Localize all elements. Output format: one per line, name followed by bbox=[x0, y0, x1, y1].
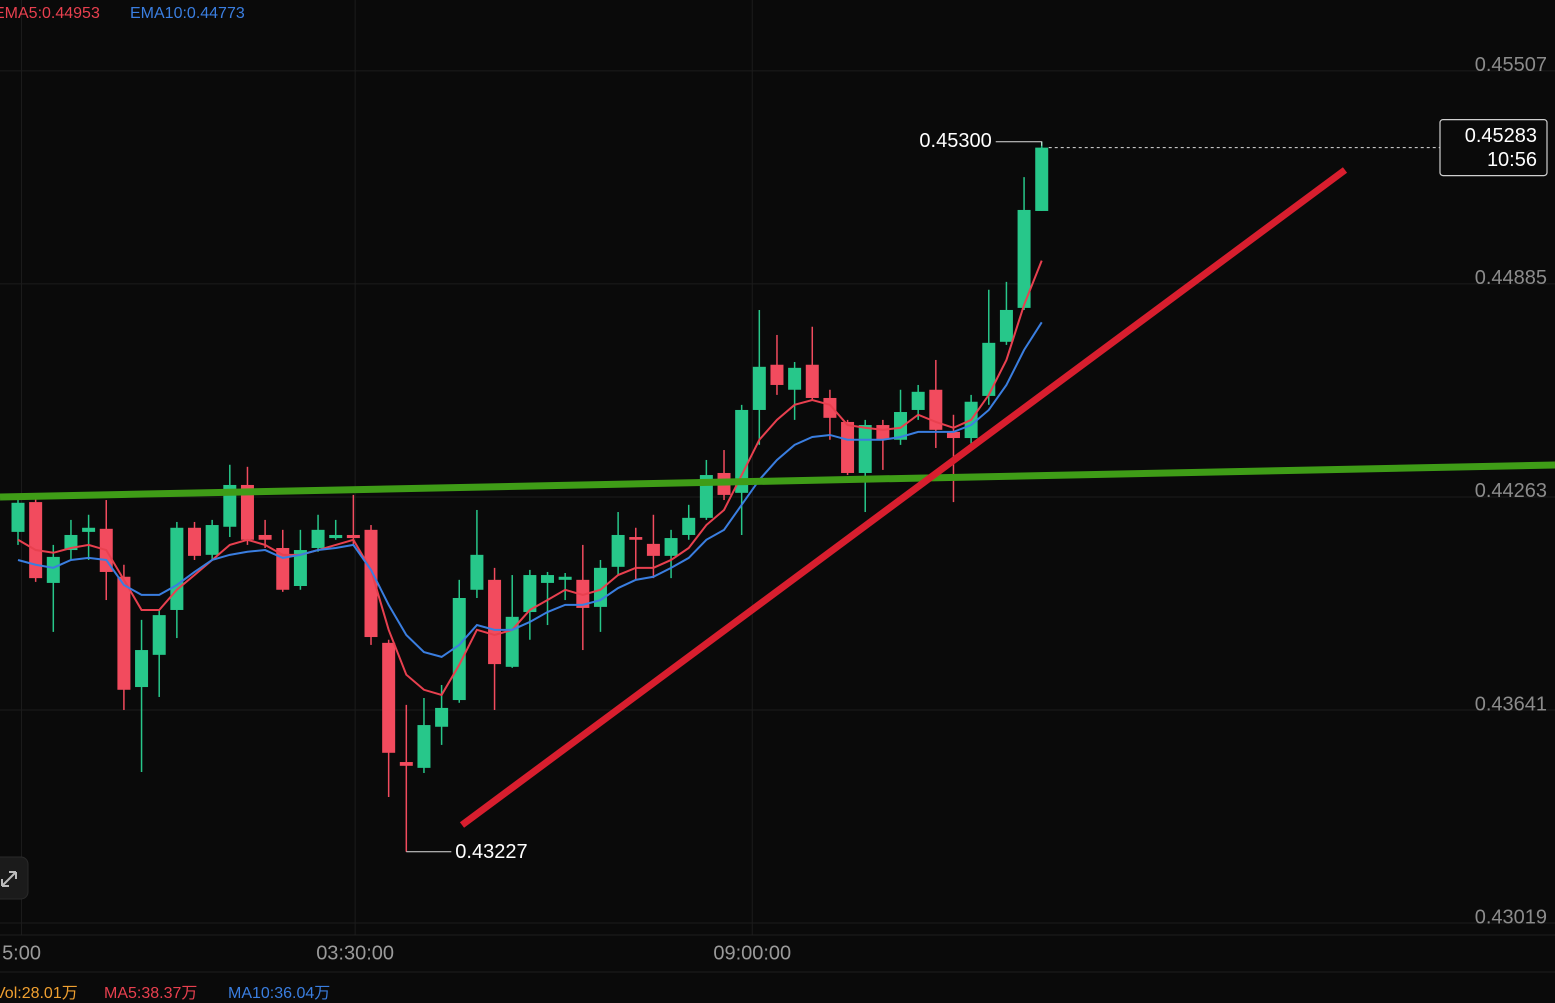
ema-lines bbox=[17, 260, 1043, 697]
candle-body bbox=[417, 725, 431, 768]
candle-body bbox=[664, 538, 678, 556]
low-label: 0.43227 bbox=[455, 841, 527, 863]
candle-body bbox=[876, 425, 890, 440]
candle-body bbox=[470, 554, 484, 590]
y-tick-label: 0.43019 bbox=[1475, 906, 1547, 928]
candle-body bbox=[11, 502, 25, 532]
candle-body bbox=[558, 576, 572, 580]
candle-body bbox=[382, 642, 396, 753]
y-tick-label: 0.44263 bbox=[1475, 480, 1547, 502]
y-tick-label: 0.43641 bbox=[1475, 693, 1547, 715]
candle-body bbox=[982, 342, 996, 396]
countdown-label: 10:56 bbox=[1487, 149, 1537, 171]
candle-body bbox=[64, 534, 78, 551]
candle-body bbox=[240, 484, 254, 540]
candle-body bbox=[770, 364, 784, 385]
annotations: 0.45507 0.44885 0.44263 0.43641 0.43019 5:00 0… bbox=[0, 5, 1548, 1002]
candle-body bbox=[894, 412, 908, 440]
last-price-label: 0.45283 bbox=[1465, 125, 1537, 147]
volume-legend-entry: MA10:36.04万 bbox=[228, 985, 330, 1002]
candle-body bbox=[488, 579, 502, 665]
y-tick-label: 0.45507 bbox=[1475, 54, 1547, 76]
candle-body bbox=[311, 529, 325, 548]
expand-icon bbox=[1, 871, 17, 887]
rising-trendline bbox=[459, 167, 1348, 828]
candle-body bbox=[152, 615, 166, 655]
candle-body bbox=[452, 597, 466, 701]
legend-entry: EMA5:0.44953 bbox=[0, 5, 100, 22]
candle-body bbox=[999, 309, 1013, 342]
y-tick-label: 0.44885 bbox=[1475, 267, 1547, 289]
candle-body bbox=[823, 397, 837, 418]
candle-body bbox=[82, 527, 96, 532]
candle-body bbox=[364, 529, 378, 638]
candle-body bbox=[205, 525, 219, 555]
candle-body bbox=[258, 534, 272, 540]
candle-body bbox=[858, 425, 872, 473]
candle-body bbox=[276, 547, 290, 590]
high-label: 0.45300 bbox=[919, 130, 991, 152]
support-trendline bbox=[0, 461, 1555, 501]
candle-body bbox=[188, 527, 202, 556]
ema-line bbox=[17, 321, 1043, 658]
candle-body bbox=[752, 366, 766, 410]
candle-body bbox=[170, 527, 184, 610]
candle-body bbox=[805, 364, 819, 398]
expand-button-bg[interactable] bbox=[0, 856, 29, 900]
last-price-box bbox=[1439, 119, 1548, 177]
candle-body bbox=[1035, 147, 1049, 211]
candle-body bbox=[29, 502, 43, 579]
candle-body bbox=[788, 367, 802, 390]
grid bbox=[0, 0, 1555, 935]
candle-body bbox=[1017, 209, 1031, 308]
candle-body bbox=[46, 556, 60, 583]
candle-body bbox=[435, 707, 449, 727]
legend-entry: EMA10:0.44773 bbox=[130, 5, 245, 22]
candle-body bbox=[682, 517, 696, 535]
candle-body bbox=[646, 543, 660, 556]
x-tick-label: 09:00:00 bbox=[713, 942, 791, 964]
candle-body bbox=[117, 576, 131, 690]
candle-body bbox=[329, 534, 343, 539]
x-tick-label: 5:00 bbox=[2, 942, 41, 964]
candle-body bbox=[735, 409, 749, 493]
x-tick-label: 03:30:00 bbox=[316, 942, 394, 964]
candle-body bbox=[523, 575, 537, 613]
candle-body bbox=[541, 575, 555, 583]
candle-body bbox=[135, 650, 149, 688]
candle-body bbox=[611, 534, 625, 567]
ema-line bbox=[17, 260, 1043, 697]
candle-body bbox=[293, 550, 307, 587]
volume-legend-entry: Vol:28.01万 bbox=[0, 985, 78, 1002]
candle-body bbox=[841, 421, 855, 473]
candle-body bbox=[399, 762, 413, 766]
high-leader bbox=[995, 141, 1043, 146]
expand-button[interactable] bbox=[0, 856, 29, 900]
volume-legend-entry: MA5:38.37万 bbox=[104, 985, 197, 1002]
candle-body bbox=[911, 391, 925, 410]
candle-body bbox=[629, 537, 643, 540]
candle-body bbox=[346, 534, 360, 539]
candle-body bbox=[946, 431, 960, 439]
